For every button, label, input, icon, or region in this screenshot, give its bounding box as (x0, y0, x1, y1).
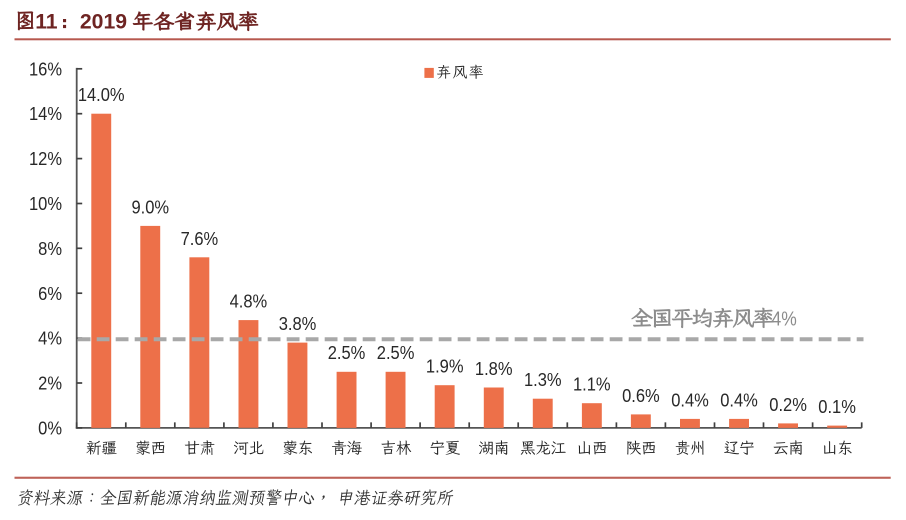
svg-text:2.5%: 2.5% (377, 342, 415, 363)
svg-text:0.4%: 0.4% (720, 390, 758, 411)
svg-text:9.0%: 9.0% (132, 197, 170, 218)
svg-text:14.0%: 14.0% (78, 84, 125, 105)
svg-text:1.1%: 1.1% (573, 374, 611, 395)
svg-text:0.6%: 0.6% (622, 385, 660, 406)
svg-text:4%: 4% (772, 307, 798, 329)
svg-text:0.1%: 0.1% (818, 396, 856, 417)
svg-text:12%: 12% (29, 148, 62, 169)
svg-text:1.8%: 1.8% (475, 358, 513, 379)
svg-text:6%: 6% (38, 283, 62, 304)
svg-text:8%: 8% (38, 238, 62, 259)
svg-text:2019: 2019 (80, 10, 127, 33)
svg-text:4.8%: 4.8% (230, 291, 268, 312)
svg-text:7.6%: 7.6% (181, 228, 219, 249)
svg-text:4%: 4% (38, 328, 62, 349)
svg-text:11: 11 (35, 10, 58, 33)
svg-text:0.2%: 0.2% (769, 394, 807, 415)
svg-text:16%: 16% (29, 59, 62, 80)
svg-text:14%: 14% (29, 103, 62, 124)
svg-text:0.4%: 0.4% (671, 390, 709, 411)
svg-text:1.9%: 1.9% (426, 356, 464, 377)
svg-text:10%: 10% (29, 193, 62, 214)
svg-text:2%: 2% (38, 373, 62, 394)
svg-text:3.8%: 3.8% (279, 313, 317, 334)
svg-text:0%: 0% (38, 418, 62, 439)
svg-text:2.5%: 2.5% (328, 342, 366, 363)
svg-text:1.3%: 1.3% (524, 369, 562, 390)
